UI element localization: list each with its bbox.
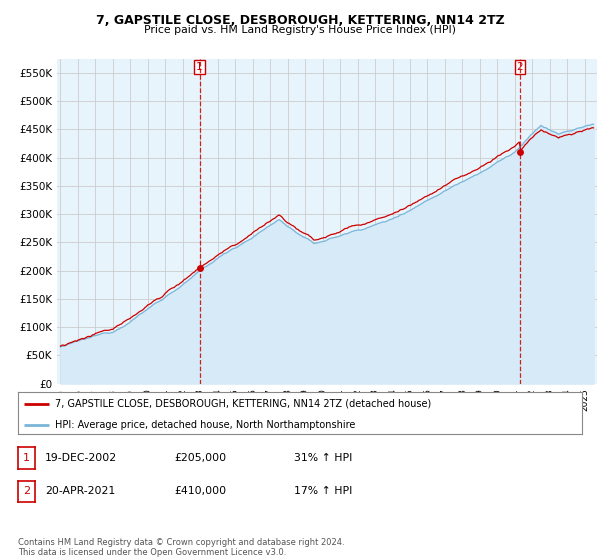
Text: 1: 1 xyxy=(23,453,30,463)
Text: £205,000: £205,000 xyxy=(174,453,226,463)
Text: 7, GAPSTILE CLOSE, DESBOROUGH, KETTERING, NN14 2TZ (detached house): 7, GAPSTILE CLOSE, DESBOROUGH, KETTERING… xyxy=(55,399,431,409)
Text: HPI: Average price, detached house, North Northamptonshire: HPI: Average price, detached house, Nort… xyxy=(55,420,355,430)
Text: Contains HM Land Registry data © Crown copyright and database right 2024.
This d: Contains HM Land Registry data © Crown c… xyxy=(18,538,344,557)
Text: 20-APR-2021: 20-APR-2021 xyxy=(45,487,115,496)
Text: 2: 2 xyxy=(23,487,30,496)
Text: 19-DEC-2002: 19-DEC-2002 xyxy=(45,453,117,463)
Text: £410,000: £410,000 xyxy=(174,487,226,496)
Text: 7, GAPSTILE CLOSE, DESBOROUGH, KETTERING, NN14 2TZ: 7, GAPSTILE CLOSE, DESBOROUGH, KETTERING… xyxy=(95,14,505,27)
Text: 2: 2 xyxy=(517,62,523,72)
Text: Price paid vs. HM Land Registry's House Price Index (HPI): Price paid vs. HM Land Registry's House … xyxy=(144,25,456,35)
Text: 17% ↑ HPI: 17% ↑ HPI xyxy=(294,487,352,496)
Text: 31% ↑ HPI: 31% ↑ HPI xyxy=(294,453,352,463)
Text: 1: 1 xyxy=(196,62,203,72)
